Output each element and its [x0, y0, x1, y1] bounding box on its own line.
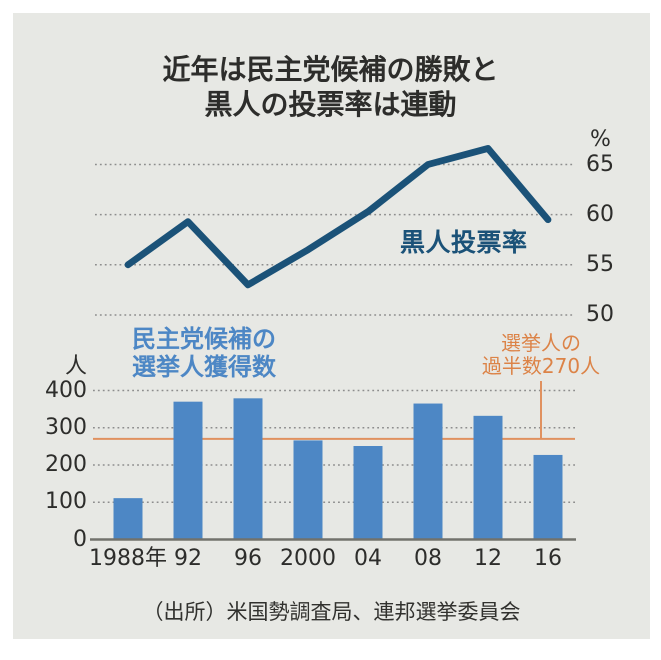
x-tick-04: 04 [354, 546, 382, 571]
bar-series-label-line-2: 選挙人獲得数 [132, 353, 276, 381]
bar-ytick-400: 400 [45, 377, 87, 403]
turnout-line [124, 145, 552, 289]
bar-96 [233, 398, 263, 540]
line-ytick-60: 60 [586, 201, 614, 227]
bar-04 [353, 446, 383, 540]
bar-1988年 [113, 498, 143, 540]
threshold-label: 選挙人の 過半数270人 [451, 332, 631, 378]
bar-ytick-0: 0 [73, 526, 87, 552]
line-ytick-65: 65 [586, 151, 614, 177]
chart-title-line-2: 黒人の投票率は連動 [204, 88, 457, 121]
bar-series-label-line-1: 民主党候補の [132, 325, 276, 353]
x-tick-2000: 2000 [280, 546, 336, 571]
chart-title-line-1: 近年は民主党候補の勝敗と [162, 53, 499, 86]
threshold-label-line-1: 選挙人の [501, 331, 581, 355]
bar-08 [413, 403, 443, 540]
x-tick-16: 16 [534, 546, 562, 571]
x-tick-1988年: 1988年 [89, 546, 167, 571]
threshold-label-line-2: 過半数270人 [481, 354, 601, 378]
bar-2000 [293, 440, 323, 540]
chart-title: 近年は民主党候補の勝敗と 黒人の投票率は連動 [0, 52, 661, 122]
line-ytick-55: 55 [586, 251, 614, 277]
bar-16 [533, 454, 563, 540]
x-tick-96: 96 [234, 546, 262, 571]
bar-series-label: 民主党候補の 選挙人獲得数 [113, 325, 295, 381]
bar-12 [473, 415, 503, 540]
x-tick-92: 92 [174, 546, 202, 571]
line-axis-unit-label: % [590, 127, 611, 152]
line-series-label: 黒人投票率 [400, 228, 528, 257]
x-tick-08: 08 [414, 546, 442, 571]
bar-92 [173, 401, 203, 540]
x-tick-12: 12 [474, 546, 502, 571]
line-ytick-50: 50 [586, 301, 614, 327]
bar-ytick-100: 100 [45, 489, 87, 515]
bar-ytick-200: 200 [45, 452, 87, 477]
source-note: （出所）米国勢調査局、連邦選挙委員会 [142, 600, 521, 624]
bar-axis-unit-label: 人 [64, 354, 87, 379]
bar-ytick-300: 300 [45, 414, 87, 440]
